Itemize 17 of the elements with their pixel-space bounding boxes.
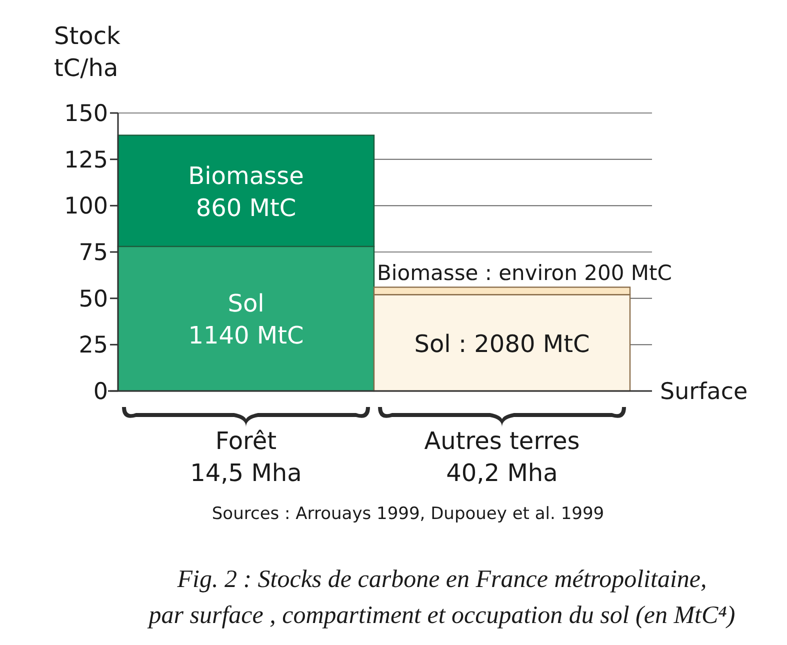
y-tick-label: 0 — [93, 379, 108, 405]
annotation: Biomasse 860 MtC — [188, 162, 304, 222]
y-tick-label: 100 — [64, 194, 108, 220]
y-tick-label: 50 — [78, 286, 108, 312]
x-tick-label: Forêt 14,5 Mha — [190, 427, 302, 487]
y-tick-label: 150 — [64, 101, 108, 127]
annotation: Sol : 2080 MtC — [414, 330, 590, 358]
annotation: Sol 1140 MtC — [188, 290, 304, 350]
y-tick-label: 75 — [78, 240, 108, 266]
x-axis-title: Surface — [660, 379, 748, 405]
y-axis-title: Stock tC/ha — [54, 22, 121, 82]
y-tick-label: 25 — [78, 332, 108, 359]
source-note: Sources : Arrouays 1999, Dupouey et al. 1999 — [212, 504, 604, 524]
y-tick-label: 125 — [64, 147, 108, 174]
annotation: Biomasse : environ 200 MtC — [377, 261, 672, 286]
text: Fig. 2 : Stocks de carbone en France métropolitaine, par surface , compartiment et occupation du sol (en MtC⁴) — [146, 566, 736, 629]
x-tick-label: Autres terres 40,2 Mha — [424, 427, 580, 487]
